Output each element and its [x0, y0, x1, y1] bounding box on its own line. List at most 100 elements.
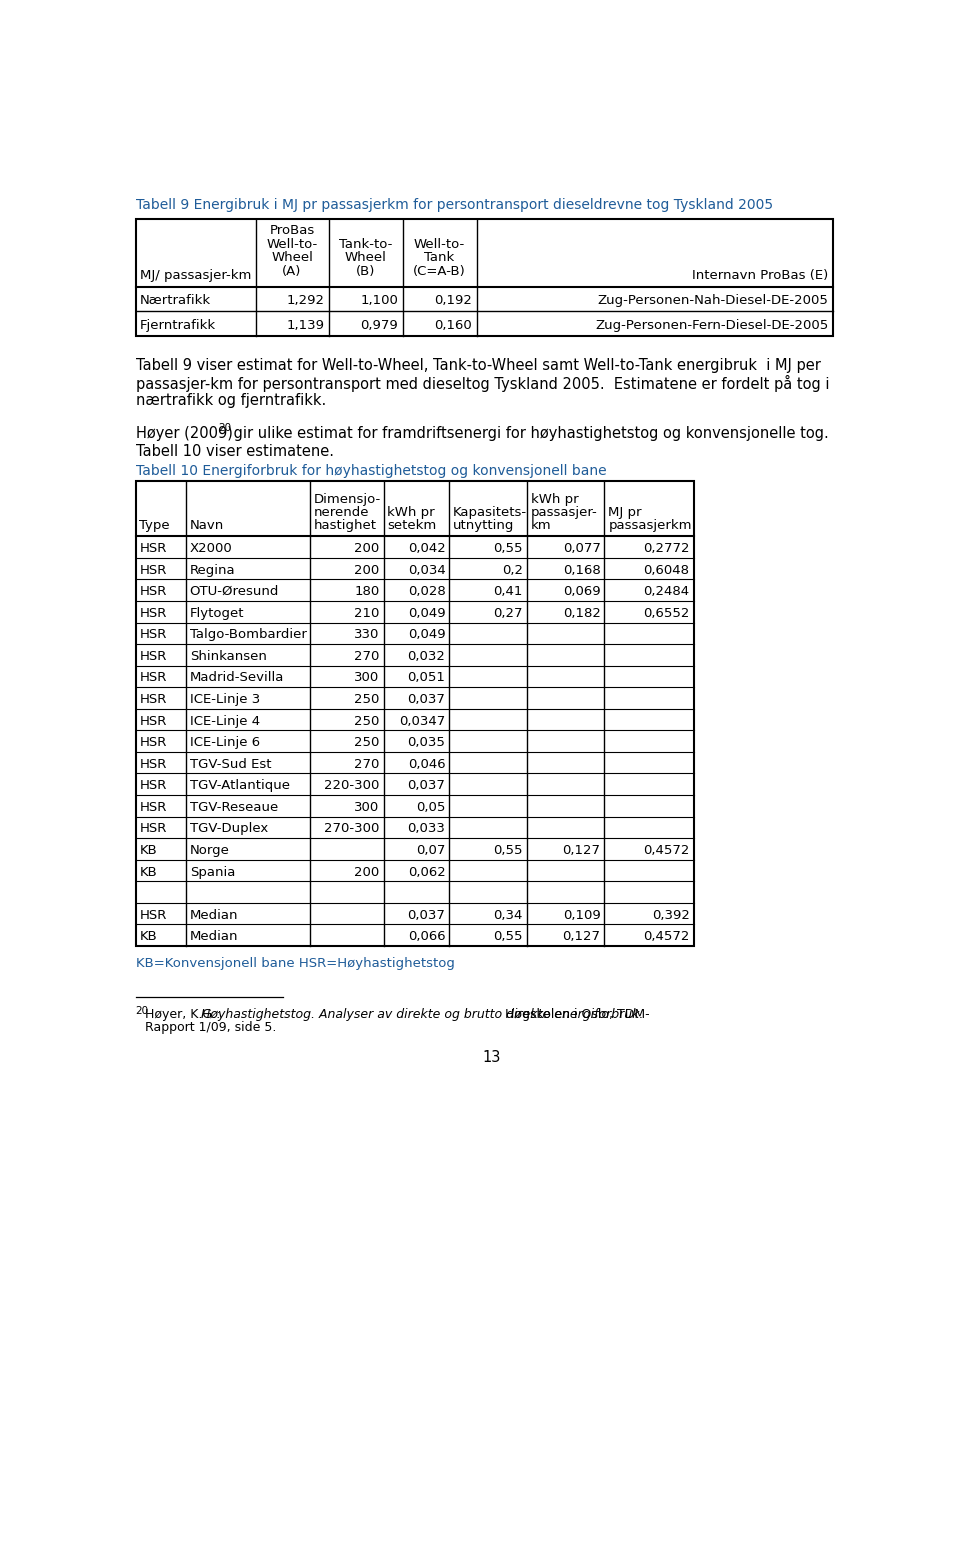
- Text: 0,034: 0,034: [408, 563, 445, 577]
- Text: KB=Konvensjonell bane HSR=Høyhastighetstog: KB=Konvensjonell bane HSR=Høyhastighetst…: [135, 957, 454, 969]
- Text: 250: 250: [354, 714, 379, 728]
- Text: 0,979: 0,979: [360, 319, 398, 331]
- Text: 0,192: 0,192: [434, 294, 472, 307]
- Text: ICE-Linje 3: ICE-Linje 3: [190, 692, 260, 706]
- Text: hastighet: hastighet: [314, 520, 376, 532]
- Text: HSR: HSR: [139, 909, 167, 921]
- Text: 0,392: 0,392: [652, 909, 689, 921]
- Text: Regina: Regina: [190, 563, 235, 577]
- Text: Tabell 10 viser estimatene.: Tabell 10 viser estimatene.: [135, 443, 333, 459]
- Text: 0,2772: 0,2772: [643, 541, 689, 555]
- Text: 220-300: 220-300: [324, 780, 379, 792]
- Text: HSR: HSR: [139, 607, 167, 619]
- Text: TGV-Atlantique: TGV-Atlantique: [190, 780, 290, 792]
- Text: 0,07: 0,07: [416, 843, 445, 857]
- Text: 13: 13: [483, 1050, 501, 1064]
- Text: ICE-Linje 6: ICE-Linje 6: [190, 736, 260, 748]
- Bar: [135, 481, 693, 946]
- Text: KB: KB: [139, 843, 157, 857]
- Text: OTU-Øresund: OTU-Øresund: [190, 585, 279, 598]
- Text: 0,033: 0,033: [408, 823, 445, 836]
- Text: Type: Type: [139, 520, 170, 532]
- Text: Høyer (2009): Høyer (2009): [135, 426, 237, 442]
- Text: Fjerntrafikk: Fjerntrafikk: [140, 319, 216, 331]
- Text: 0,051: 0,051: [408, 672, 445, 685]
- Text: Median: Median: [190, 909, 238, 921]
- Text: 0,4572: 0,4572: [643, 930, 689, 943]
- Text: utnytting: utnytting: [453, 520, 515, 532]
- Text: 250: 250: [354, 692, 379, 706]
- Text: TGV-Reseaue: TGV-Reseaue: [190, 801, 278, 814]
- Text: (C=A-B): (C=A-B): [413, 265, 466, 279]
- Text: Navn: Navn: [190, 520, 224, 532]
- Text: HSR: HSR: [139, 629, 167, 641]
- Text: 0,2484: 0,2484: [643, 585, 689, 598]
- Text: 0,55: 0,55: [493, 843, 523, 857]
- Text: 210: 210: [354, 607, 379, 619]
- Text: 0,049: 0,049: [408, 629, 445, 641]
- Text: 0,037: 0,037: [408, 909, 445, 921]
- Text: Wheel: Wheel: [345, 252, 387, 265]
- Text: Median: Median: [190, 930, 238, 943]
- Text: 0,042: 0,042: [408, 541, 445, 555]
- Text: 1,292: 1,292: [287, 294, 324, 307]
- Text: gir ulike estimat for framdriftsenergi for høyhastighetstog og konvensjonelle to: gir ulike estimat for framdriftsenergi f…: [229, 426, 829, 442]
- Text: 0,127: 0,127: [563, 843, 601, 857]
- Text: 0,55: 0,55: [493, 930, 523, 943]
- Text: 0,062: 0,062: [408, 865, 445, 879]
- Text: 0,168: 0,168: [563, 563, 601, 577]
- Text: HSR: HSR: [139, 758, 167, 770]
- Text: 0,049: 0,049: [408, 607, 445, 619]
- Text: 0,037: 0,037: [408, 692, 445, 706]
- Text: HSR: HSR: [139, 563, 167, 577]
- Text: 270: 270: [354, 650, 379, 663]
- Text: 1,100: 1,100: [360, 294, 398, 307]
- Text: Well-to-: Well-to-: [414, 238, 465, 251]
- Text: Nærtrafikk: Nærtrafikk: [140, 294, 211, 307]
- Text: 250: 250: [354, 736, 379, 748]
- Text: (B): (B): [356, 265, 375, 279]
- Text: 0,6552: 0,6552: [643, 607, 689, 619]
- Text: 200: 200: [354, 563, 379, 577]
- Text: 0,2: 0,2: [502, 563, 523, 577]
- Text: 0,109: 0,109: [563, 909, 601, 921]
- Text: 0,032: 0,032: [408, 650, 445, 663]
- Text: km: km: [531, 520, 551, 532]
- Text: passasjerkm: passasjerkm: [609, 520, 692, 532]
- Text: Høyhastighetstog. Analyser av direkte og brutto direkte energiforbruk.: Høyhastighetstog. Analyser av direkte og…: [201, 1008, 643, 1021]
- Text: kWh pr: kWh pr: [388, 506, 435, 520]
- Text: nerende: nerende: [314, 506, 370, 520]
- Text: 0,41: 0,41: [493, 585, 523, 598]
- Text: Dimensjo-: Dimensjo-: [314, 493, 381, 506]
- Text: Rapport 1/09, side 5.: Rapport 1/09, side 5.: [145, 1021, 276, 1035]
- Text: 0,0347: 0,0347: [399, 714, 445, 728]
- Text: Norge: Norge: [190, 843, 229, 857]
- Text: 0,035: 0,035: [408, 736, 445, 748]
- Text: Spania: Spania: [190, 865, 235, 879]
- Text: Tabell 10 Energiforbruk for høyhastighetstog og konvensjonell bane: Tabell 10 Energiforbruk for høyhastighet…: [135, 464, 606, 478]
- Text: 0,182: 0,182: [563, 607, 601, 619]
- Text: passasjer-km for persontransport med dieseltog Tyskland 2005.  Estimatene er for: passasjer-km for persontransport med die…: [135, 375, 829, 392]
- Text: HSR: HSR: [139, 823, 167, 836]
- Text: HSR: HSR: [139, 780, 167, 792]
- Text: MJ pr: MJ pr: [609, 506, 641, 520]
- Text: 0,27: 0,27: [493, 607, 523, 619]
- Text: 0,05: 0,05: [416, 801, 445, 814]
- Text: passasjer-: passasjer-: [531, 506, 597, 520]
- Text: ICE-Linje 4: ICE-Linje 4: [190, 714, 260, 728]
- Bar: [135, 219, 833, 336]
- Text: 270: 270: [354, 758, 379, 770]
- Text: Høyer, K.G.:: Høyer, K.G.:: [145, 1008, 225, 1021]
- Text: Madrid-Sevilla: Madrid-Sevilla: [190, 672, 284, 685]
- Text: Shinkansen: Shinkansen: [190, 650, 267, 663]
- Text: HSR: HSR: [139, 714, 167, 728]
- Text: HSR: HSR: [139, 736, 167, 748]
- Text: ProBas: ProBas: [270, 224, 315, 237]
- Text: 0,4572: 0,4572: [643, 843, 689, 857]
- Text: X2000: X2000: [190, 541, 232, 555]
- Text: 270-300: 270-300: [324, 823, 379, 836]
- Text: 300: 300: [354, 672, 379, 685]
- Text: 180: 180: [354, 585, 379, 598]
- Text: 0,028: 0,028: [408, 585, 445, 598]
- Text: 300: 300: [354, 801, 379, 814]
